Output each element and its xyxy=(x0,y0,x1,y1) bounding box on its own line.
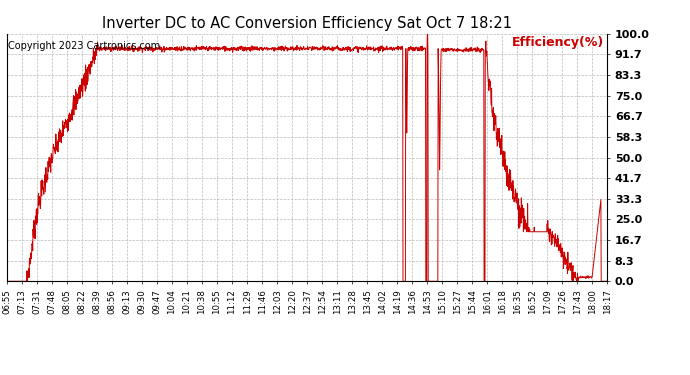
Title: Inverter DC to AC Conversion Efficiency Sat Oct 7 18:21: Inverter DC to AC Conversion Efficiency … xyxy=(102,16,512,31)
Text: Copyright 2023 Cartronics.com: Copyright 2023 Cartronics.com xyxy=(8,41,160,51)
Text: Efficiency(%): Efficiency(%) xyxy=(512,36,604,49)
